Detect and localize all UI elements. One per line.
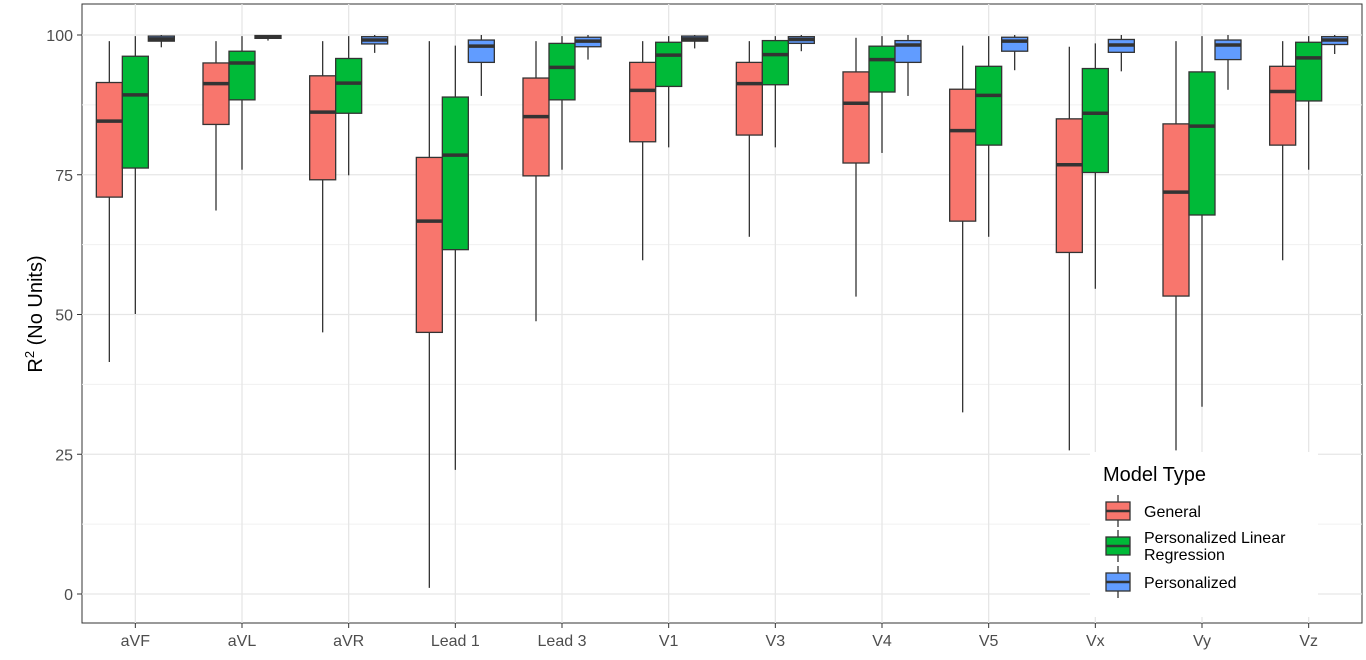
x-tick-label: Vx (1086, 633, 1105, 650)
box-avf-series-1 (121, 36, 149, 314)
box-avl-series-1 (228, 36, 256, 170)
box-vz-series-0 (1269, 41, 1297, 261)
x-tick-label: V5 (979, 633, 999, 650)
box-avf-series-0 (95, 41, 123, 363)
box-iqr (548, 42, 576, 101)
legend-label: Personalized (1144, 575, 1237, 592)
legend-items: General Personalized Linear Regression Pers… (1105, 495, 1286, 598)
box-iqr (1001, 36, 1029, 52)
legend-label: General (1144, 504, 1201, 521)
box-v5-series-2 (1001, 35, 1029, 71)
box-v3-series-0 (735, 41, 763, 237)
box-iqr (1295, 41, 1323, 102)
y-axis-title: R2 (No Units) (22, 255, 47, 372)
x-tick-label: V1 (659, 633, 679, 650)
box-v1-series-1 (655, 36, 683, 148)
box-iqr (467, 39, 495, 64)
x-tick-label: Lead 3 (538, 633, 587, 650)
legend: Model Type General Personalized Linear Reg… (1090, 452, 1318, 617)
box-avr-series-0 (309, 41, 337, 333)
y-tick-label: 50 (55, 308, 73, 325)
x-tick-label: Vy (1193, 633, 1211, 650)
legend-item-1: Personalized Linear Regression (1105, 530, 1286, 564)
box-lead-3-series-0 (522, 41, 550, 322)
legend-label: Personalized Linear Regression (1144, 530, 1286, 564)
legend-title: Model Type (1103, 464, 1206, 486)
box-iqr (95, 81, 123, 198)
box-iqr (522, 77, 550, 177)
y-tick-label: 0 (64, 587, 73, 604)
box-v4-series-2 (894, 35, 922, 96)
box-vz-series-2 (1321, 35, 1349, 55)
box-iqr (735, 61, 763, 136)
boxplot-series (95, 34, 1349, 588)
box-v3-series-1 (761, 36, 789, 148)
box-iqr (415, 156, 443, 334)
y-tick-label: 100 (46, 28, 73, 45)
box-vy-series-1 (1188, 36, 1216, 407)
box-iqr (1081, 67, 1109, 174)
box-v1-series-0 (629, 41, 657, 261)
box-vy-series-0 (1162, 41, 1190, 451)
box-iqr (1269, 65, 1297, 146)
x-tick-label: Lead 1 (431, 633, 480, 650)
box-iqr (1188, 71, 1216, 216)
box-avr-series-1 (335, 36, 363, 176)
box-vy-series-2 (1214, 35, 1242, 90)
box-avl-series-0 (202, 41, 230, 211)
box-vz-series-1 (1295, 36, 1323, 170)
box-lead-3-series-2 (574, 35, 602, 60)
box-lead-1-series-1 (441, 45, 469, 470)
box-lead-1-series-2 (467, 35, 495, 96)
box-iqr (228, 50, 256, 101)
box-iqr (1214, 39, 1242, 61)
y-tick-label: 75 (55, 168, 73, 185)
box-vx-series-2 (1107, 35, 1135, 72)
box-iqr (202, 62, 230, 126)
box-vx-series-0 (1055, 46, 1083, 451)
box-v4-series-0 (842, 37, 870, 297)
x-tick-label: V3 (766, 633, 786, 650)
box-iqr (655, 41, 683, 88)
legend-item-2: Personalized (1105, 566, 1237, 598)
x-tick-label: V4 (872, 633, 892, 650)
box-iqr (761, 39, 789, 86)
x-tick-label: aVF (121, 633, 151, 650)
box-iqr (975, 65, 1003, 146)
box-iqr (842, 71, 870, 164)
box-v3-series-2 (787, 35, 815, 52)
box-avl-series-2 (254, 34, 282, 41)
x-tick-label: Vz (1299, 633, 1318, 650)
box-vx-series-1 (1081, 43, 1109, 289)
box-iqr (309, 75, 337, 181)
box-iqr (868, 45, 896, 93)
x-tick-label: aVL (228, 633, 257, 650)
legend-item-0: General (1105, 495, 1201, 527)
axes: 0 25 50 75 100 aVF aVL aVR Lead 1 Lead 3 V1 V3 V4 V5 V… (46, 28, 1318, 650)
box-v1-series-2 (681, 35, 709, 49)
box-avr-series-2 (361, 35, 389, 53)
box-iqr (121, 55, 149, 169)
box-avf-series-2 (147, 35, 175, 48)
box-lead-1-series-0 (415, 41, 443, 588)
box-iqr (949, 88, 977, 222)
y-tick-label: 25 (55, 447, 73, 464)
box-v5-series-1 (975, 36, 1003, 237)
box-iqr (335, 57, 363, 114)
x-tick-label: aVR (333, 633, 364, 650)
box-iqr (1162, 123, 1190, 297)
box-v4-series-1 (868, 36, 896, 153)
box-lead-3-series-1 (548, 36, 576, 170)
box-v5-series-0 (949, 45, 977, 413)
box-iqr (1055, 118, 1083, 254)
box-iqr (441, 96, 469, 251)
box-iqr (629, 61, 657, 143)
